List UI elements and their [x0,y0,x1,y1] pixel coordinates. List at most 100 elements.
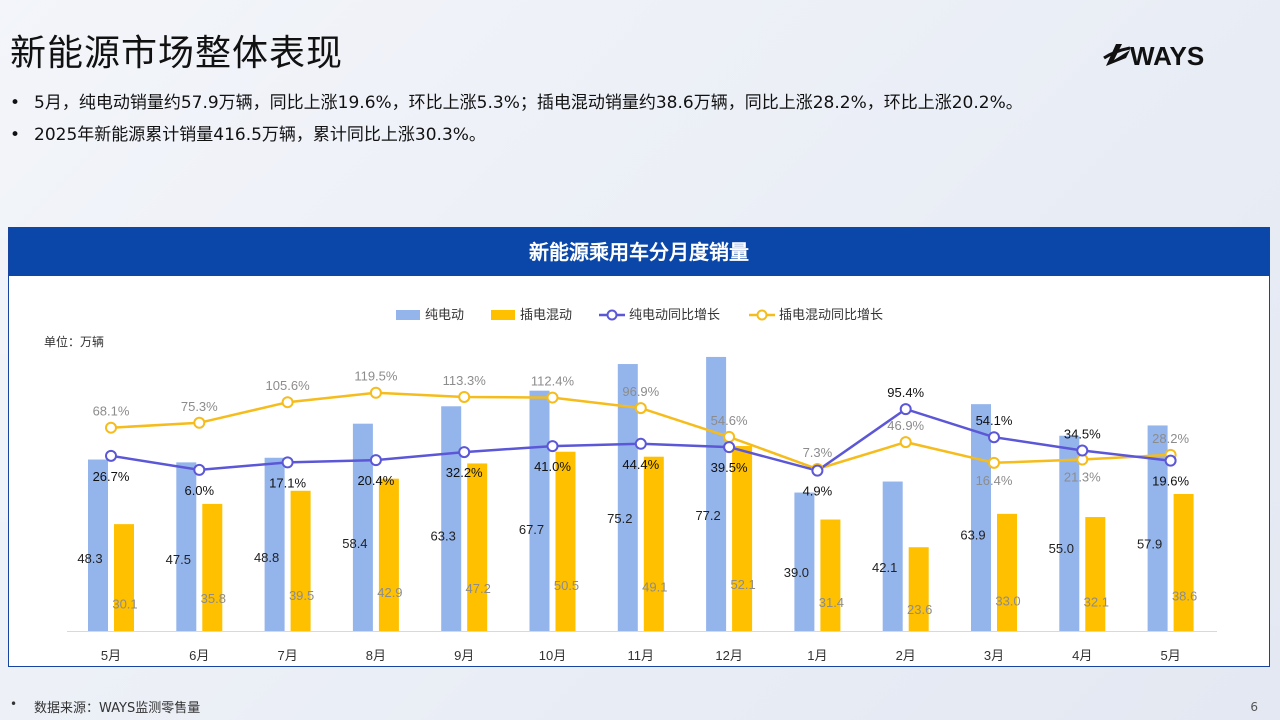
bar-label-bev: 55.0 [1049,541,1074,556]
point-phev-yoy [193,416,206,429]
line-label-phev: 112.4% [531,374,575,389]
point-phev-yoy [105,421,117,434]
point-bev-yoy [811,464,824,477]
bar-label-bev: 75.2 [607,511,632,526]
line-label-bev: 44.4% [622,457,659,472]
line-label-phev: 105.6% [266,378,311,393]
bullet-item: • 2025年新能源累计销量416.5万辆，累计同比上涨30.3%。 [10,120,1023,152]
bar-bev [706,356,727,631]
bar-bev [882,481,903,631]
line-label-phev: 96.9% [622,384,659,399]
bullet-marker: • [10,93,21,113]
page-number: 6 [1250,700,1258,714]
bar-phev [908,547,929,631]
x-tick-label: 1月 [807,648,827,663]
bullet-marker: • [10,125,21,145]
line-label-phev: 75.3% [181,399,218,414]
line-label-bev: 41.0% [534,459,571,474]
bar-label-phev: 38.6 [1172,589,1197,604]
point-bev-yoy [193,463,206,476]
legend-label-bev: 纯电动 [425,307,464,322]
line-label-bev: 6.0% [184,483,214,498]
bar-phev [290,490,311,631]
bar-label-phev: 50.5 [554,578,579,593]
line-label-phev: 16.4% [976,473,1013,488]
point-bev-yoy [458,446,471,459]
bar-bev [1059,435,1080,631]
bar-phev [202,503,223,631]
bar-bev [264,457,285,631]
legend-label-phev-yoy: 插电混动同比增长 [779,307,883,322]
point-bev-yoy [723,441,736,454]
bar-phev [1085,517,1106,631]
bar-phev [997,513,1017,631]
bar-label-phev: 52.1 [730,577,755,592]
x-tick-label: 7月 [277,648,297,663]
bar-phev [467,463,488,631]
bar-bev [794,492,815,631]
x-tick-label: 9月 [454,648,474,663]
bar-bev [88,459,108,631]
bullet-text: 5月，纯电动销量约57.9万辆，同比上涨19.6%，环比上涨5.3%；插电混动销… [34,93,1023,113]
bar-label-phev: 32.1 [1084,595,1109,610]
bar-bev [971,404,991,631]
bar-phev [114,524,134,631]
bar-label-phev: 47.2 [466,581,491,596]
legend-label-bev-yoy: 纯电动同比增长 [629,307,720,322]
bar-label-phev: 23.6 [907,602,932,617]
line-label-bev: 20.4% [357,473,394,488]
ways-logo: WAYS [1103,41,1204,71]
bar-phev [820,519,841,631]
line-label-phev: 46.9% [887,418,924,433]
legend-label-phev: 插电混动 [520,307,572,322]
bar-phev [1173,493,1194,631]
point-bev-yoy [105,449,117,462]
line-label-phev: 119.5% [354,369,398,384]
point-bev-yoy [899,403,912,416]
line-label-bev: 19.6% [1152,474,1189,489]
bar-bev [529,390,550,631]
chart-title: 新能源乘用车分月度销量 [9,228,1269,276]
unit-label: 单位：万辆 [44,334,104,349]
bar-label-bev: 67.7 [519,522,544,537]
bar-label-bev: 58.4 [342,536,367,551]
page-title: 新能源市场整体表现 [10,33,344,74]
line-label-bev: 4.9% [803,484,833,499]
bar-label-bev: 39.0 [784,565,809,580]
sales-chart: 单位：万辆 纯电动 插电混动 纯电动同比增长 插电混动同比增长 48.3 30.1 5月 47.… [44,307,1217,663]
bar-label-bev: 63.9 [960,528,985,543]
x-tick-label: 11月 [628,648,655,663]
line-label-bev: 26.7% [93,469,130,484]
bar-label-phev: 33.0 [995,594,1020,609]
bar-label-bev: 48.3 [77,551,102,566]
bar-bev [176,462,197,631]
bar-label-bev: 77.2 [695,508,720,523]
bar-label-bev: 48.8 [254,550,279,565]
x-tick-label: 8月 [366,648,386,663]
bar-phev [555,451,576,631]
logo-text: WAYS [1130,41,1204,71]
data-source: 数据来源：WAYS监测零售量 [34,701,201,716]
legend-marker-bev [606,309,618,321]
legend-swatch-bev [396,310,420,320]
point-bev-yoy [1164,454,1177,467]
bar-phev [643,456,664,631]
point-phev-yoy [458,390,471,403]
bar-label-bev: 57.9 [1137,537,1162,552]
line-label-bev: 34.5% [1064,427,1101,442]
line-label-phev: 54.6% [711,413,748,428]
line-label-phev: 21.3% [1064,470,1101,485]
bar-label-bev: 47.5 [166,552,191,567]
bar-label-phev: 39.5 [289,588,314,603]
point-phev-yoy [988,456,1000,469]
bar-label-phev: 49.1 [642,579,667,594]
bullet-item: • 5月，纯电动销量约57.9万辆，同比上涨19.6%，环比上涨5.3%；插电混动… [10,88,1023,120]
bar-phev [732,446,753,631]
line-label-bev: 95.4% [887,385,924,400]
bullet-text: 2025年新能源累计销量416.5万辆，累计同比上涨30.3%。 [34,125,486,145]
bar-bev [441,406,462,631]
line-label-bev: 17.1% [269,475,306,490]
bar-label-phev: 30.1 [112,596,137,611]
footer-bullet: • [10,697,18,711]
summary-bullets: • 5月，纯电动销量约57.9万辆，同比上涨19.6%，环比上涨5.3%；插电混动… [10,88,1023,152]
